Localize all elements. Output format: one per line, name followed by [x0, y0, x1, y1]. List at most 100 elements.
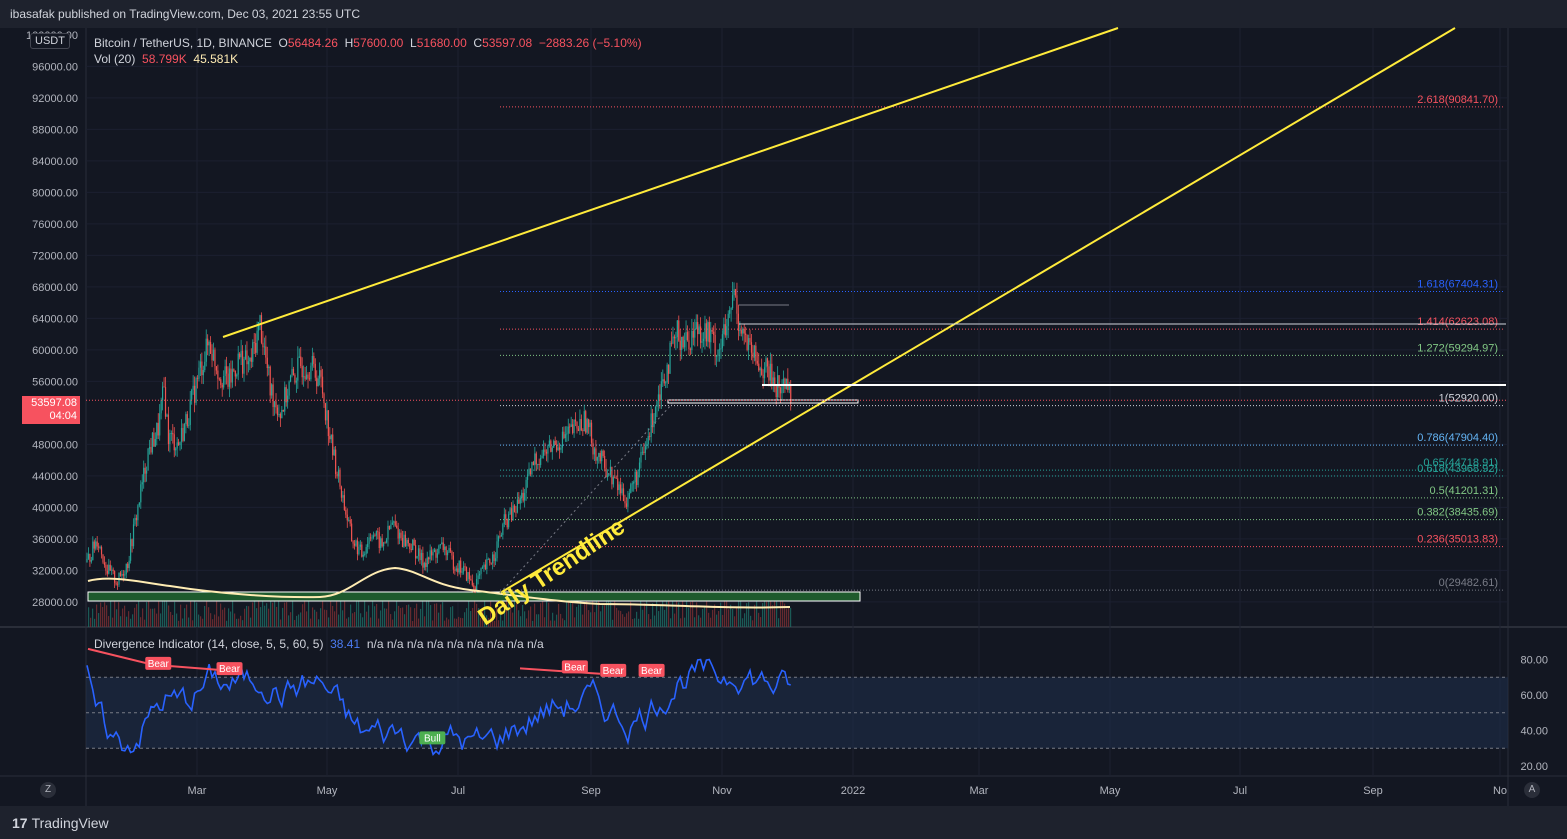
candle-body	[436, 553, 439, 558]
volume-bar	[240, 615, 242, 627]
volume-bar	[606, 598, 608, 627]
candle-body	[227, 373, 229, 387]
volume-bar	[632, 619, 634, 627]
volume-bar	[96, 604, 98, 627]
volume-bar	[140, 617, 142, 627]
candle-body	[583, 411, 585, 432]
candle-body	[217, 370, 219, 379]
volume-bar	[538, 614, 540, 627]
candle-body	[605, 467, 607, 478]
time-tick-label: Sep	[581, 785, 601, 797]
volume-bar	[672, 593, 674, 627]
volume-bar	[524, 611, 526, 627]
volume-bar	[268, 608, 270, 627]
volume-bar	[410, 607, 412, 627]
candle-body	[137, 505, 139, 521]
candle-body	[266, 357, 268, 369]
candle-body	[268, 366, 270, 369]
candle-body	[284, 387, 286, 412]
candle-body	[670, 342, 673, 344]
candle-body	[627, 497, 629, 507]
volume-bar	[108, 616, 110, 627]
tradingview-logo[interactable]: 17 TradingView	[12, 815, 109, 831]
candle-body	[115, 582, 117, 585]
candle-body	[582, 430, 584, 432]
volume-bar	[770, 598, 772, 627]
candle-body	[540, 457, 542, 465]
volume-bar	[302, 604, 304, 627]
auto-scale-button[interactable]: A	[1524, 782, 1540, 798]
candle-body	[758, 363, 760, 371]
candle-body	[777, 375, 779, 398]
candle-body	[422, 552, 424, 568]
candle-body	[278, 413, 280, 416]
candle-body	[477, 575, 479, 579]
candle-body	[394, 521, 396, 526]
volume-bar	[728, 609, 730, 627]
candle-body	[269, 366, 271, 396]
price-tick-label: 32000.00	[32, 565, 78, 577]
candle-body	[662, 379, 664, 382]
volume-bar	[782, 597, 784, 627]
candle-body	[419, 548, 421, 561]
volume-bar	[336, 600, 338, 627]
candle-body	[663, 379, 665, 384]
candle-body	[585, 411, 587, 433]
volume-bar	[112, 617, 114, 627]
volume-bar	[234, 613, 236, 627]
volume-bar	[652, 603, 654, 627]
candle-body	[388, 525, 391, 530]
divergence-label-text: Bear	[603, 666, 625, 677]
volume-label[interactable]: Vol (20)	[94, 52, 136, 66]
candle-body	[630, 484, 632, 493]
volume-bar	[674, 613, 676, 627]
volume-bar	[526, 618, 528, 627]
volume-bar	[98, 613, 100, 627]
candle-body	[387, 525, 389, 540]
candle-body	[564, 434, 566, 439]
candle-body	[733, 289, 735, 296]
candle-body	[497, 536, 500, 542]
candle-body	[503, 514, 505, 525]
volume-bar	[242, 620, 244, 627]
close-value: 53597.08	[482, 36, 533, 50]
volume-bar	[456, 618, 458, 627]
candle-body	[476, 578, 478, 591]
price-chart[interactable]: 2.618(90841.70) 1.618(67404.31) 1.414(6262…	[0, 0, 1567, 806]
candle-body	[167, 414, 170, 445]
volume-bar	[626, 613, 628, 627]
indicator-name[interactable]: Divergence Indicator (14, close, 5, 5, 6…	[94, 637, 324, 651]
candle-body	[188, 424, 190, 426]
candle-body	[673, 336, 676, 339]
candle-body	[121, 574, 123, 576]
candle-body	[781, 385, 783, 394]
currency-badge[interactable]: USDT	[30, 33, 70, 49]
candle-body	[103, 562, 106, 565]
volume-bar	[686, 598, 688, 627]
volume-bar	[748, 602, 750, 627]
candle-body	[487, 559, 489, 561]
candle-body	[532, 462, 534, 466]
volume-bar	[142, 608, 144, 627]
candle-body	[576, 421, 578, 429]
timezone-toggle-button[interactable]: Z	[40, 782, 56, 798]
candle-body	[109, 564, 111, 571]
candle-body	[686, 332, 689, 341]
candle-body	[343, 495, 345, 510]
candle-body	[698, 326, 700, 335]
candle-body	[319, 370, 321, 379]
symbol-title[interactable]: Bitcoin / TetherUS, 1D, BINANCE	[94, 36, 272, 50]
volume-bar	[248, 606, 250, 627]
volume-bar	[144, 619, 146, 627]
volume-bar	[706, 599, 708, 627]
candle-body	[240, 350, 242, 358]
candle-body	[256, 330, 258, 353]
volume-bar	[154, 608, 156, 627]
bull-divergence-label	[419, 731, 446, 745]
candle-body	[753, 345, 755, 358]
candle-body	[212, 349, 215, 361]
candle-body	[262, 342, 264, 348]
volume-value-2: 45.581K	[193, 52, 239, 66]
price-tick-label: 60000.00	[32, 345, 78, 357]
candle-body	[452, 555, 455, 570]
